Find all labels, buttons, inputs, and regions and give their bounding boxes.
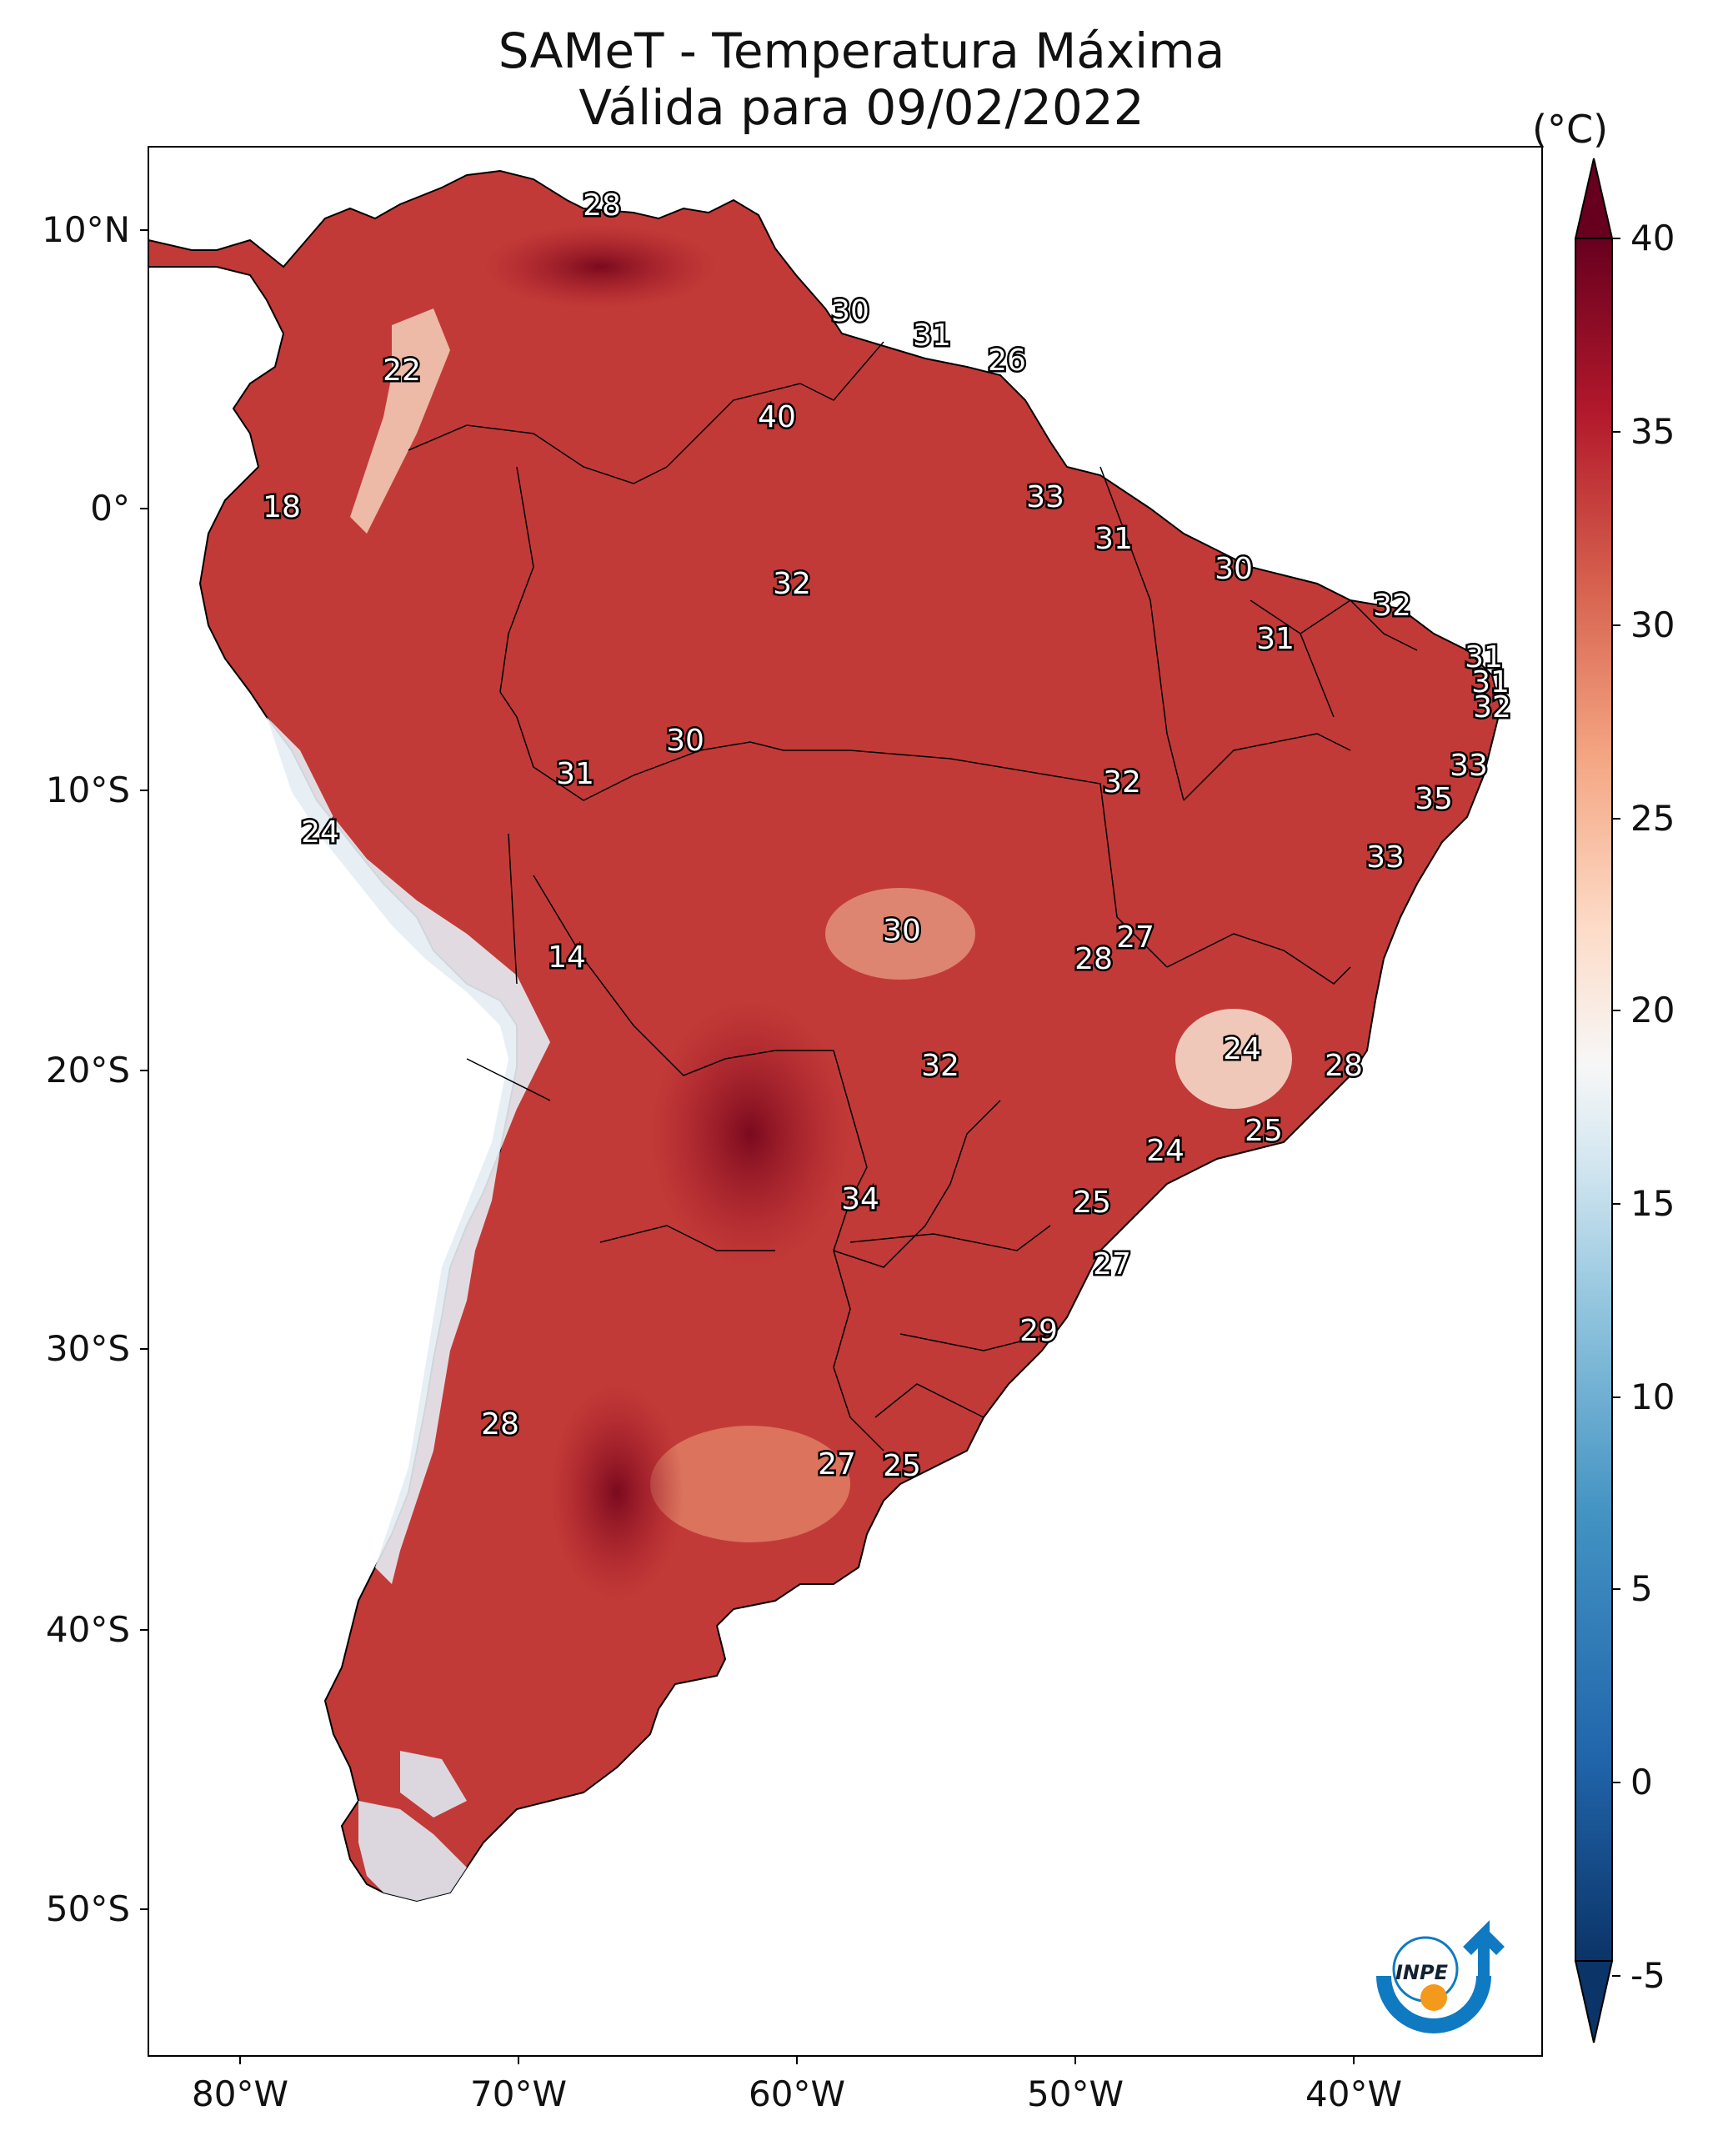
label-30-mt: 30 xyxy=(883,914,921,948)
pampas-mild-zone xyxy=(650,1426,850,1542)
lat-tick-label: 30°S xyxy=(46,1328,130,1369)
colorbar-tick-label: 15 xyxy=(1630,1183,1675,1224)
continent-south-america xyxy=(148,169,1502,1903)
patagonia-cold-zone xyxy=(358,1751,467,1901)
colorbar-top-arrow xyxy=(1574,158,1614,239)
label-32-amazonas: 32 xyxy=(773,567,811,601)
colorbar-tick-label: 35 xyxy=(1630,411,1675,452)
label-28-goias: 28 xyxy=(1074,942,1113,976)
lon-tick-label: 80°W xyxy=(192,2073,288,2114)
hotspot-chaco xyxy=(650,1000,850,1267)
label-28-chile: 28 xyxy=(481,1407,519,1442)
colorbar-tick-label: 40 xyxy=(1630,218,1675,258)
label-24-peru: 24 xyxy=(301,815,339,850)
label-34-paraguay: 34 xyxy=(841,1182,879,1216)
lon-tick-label: 60°W xyxy=(749,2073,845,2114)
label-33-alagoas: 33 xyxy=(1450,749,1488,783)
lat-tick-label: 50°S xyxy=(46,1888,130,1929)
colorbar-ticks: 40 35 30 25 20 15 10 5 0 -5 xyxy=(1612,218,1675,1996)
label-40-roraima: 40 xyxy=(758,400,796,434)
label-28-north: 28 xyxy=(583,188,621,223)
longitude-ticks: 80°W 70°W 60°W 50°W 40°W xyxy=(192,2056,1402,2114)
colorbar-tick-label: 10 xyxy=(1630,1376,1675,1417)
label-25-uruguay: 25 xyxy=(883,1449,921,1483)
label-32-tocantins: 32 xyxy=(1103,765,1141,800)
colorbar-bottom-arrow xyxy=(1574,1960,1614,2043)
lat-tick-label: 40°S xyxy=(46,1609,130,1650)
hotspot-venezuela xyxy=(483,225,717,308)
label-33-amapa: 33 xyxy=(1026,480,1064,514)
inpe-logo-text: INPE xyxy=(1395,1961,1449,1984)
label-29-rs: 29 xyxy=(1019,1314,1058,1348)
label-31-piaui: 31 xyxy=(1256,622,1295,656)
label-22-colombia: 22 xyxy=(383,353,421,388)
label-31-rn: 31 xyxy=(1465,640,1503,674)
lon-tick-label: 70°W xyxy=(470,2073,567,2114)
label-30-rondonia: 30 xyxy=(666,724,704,758)
chart-title: SAMeT - Temperatura Máxima xyxy=(498,23,1225,79)
colorbar-unit-label: (°C) xyxy=(1532,107,1609,152)
label-25-rj: 25 xyxy=(1245,1114,1283,1148)
label-33-bahia: 33 xyxy=(1366,840,1405,875)
label-30-guyana: 30 xyxy=(831,294,869,328)
lat-tick-label: 10°S xyxy=(46,770,130,810)
country-borders xyxy=(408,341,1418,1452)
colombia-highlands xyxy=(350,308,450,534)
colorbar: 40 35 30 25 20 15 10 5 0 -5 xyxy=(1574,158,1675,2043)
colorbar-tick-label: 30 xyxy=(1630,604,1675,645)
chart-subtitle: Válida para 09/02/2022 xyxy=(579,79,1144,136)
label-31-para: 31 xyxy=(1094,522,1133,556)
label-27-df: 27 xyxy=(1116,920,1155,955)
label-24-mg: 24 xyxy=(1223,1032,1261,1066)
ms-mild-zone xyxy=(825,888,975,980)
lat-tick-label: 10°N xyxy=(42,209,130,250)
lat-tick-label: 20°S xyxy=(46,1050,130,1091)
andes-cold-zone xyxy=(267,717,550,1584)
label-30-maranhao: 30 xyxy=(1215,552,1253,586)
label-27-sc: 27 xyxy=(1093,1247,1131,1281)
label-27-argentina: 27 xyxy=(818,1447,856,1482)
label-32-pernambuco: 32 xyxy=(1473,690,1511,725)
label-31-paraiba: 31 xyxy=(1471,665,1510,699)
colorbar-body xyxy=(1575,238,1613,1962)
label-25-parana: 25 xyxy=(1073,1186,1111,1220)
lon-tick-label: 50°W xyxy=(1027,2073,1124,2114)
inpe-logo: INPE xyxy=(1376,1920,1505,2033)
label-35-sergipe: 35 xyxy=(1415,782,1453,816)
hotspot-argentina xyxy=(550,1384,684,1601)
label-18-ecuador: 18 xyxy=(263,490,301,524)
latitude-ticks: 10°N 0° 10°S 20°S 30°S 40°S 50°S xyxy=(42,209,148,1929)
label-24-sp: 24 xyxy=(1146,1134,1185,1168)
lon-tick-label: 40°W xyxy=(1305,2073,1402,2114)
colorbar-tick-label: -5 xyxy=(1630,1955,1665,1996)
label-32-ceara: 32 xyxy=(1373,589,1411,623)
colorbar-tick-label: 25 xyxy=(1630,798,1675,839)
label-28-es: 28 xyxy=(1325,1049,1363,1083)
colorbar-tick-label: 0 xyxy=(1630,1762,1653,1803)
colorbar-tick-label: 5 xyxy=(1630,1568,1653,1609)
label-31-acre: 31 xyxy=(556,757,594,791)
label-26-fguiana: 26 xyxy=(988,343,1026,378)
mg-mild-zone xyxy=(1175,1009,1292,1109)
label-31-suriname: 31 xyxy=(913,318,951,353)
label-14-andes: 14 xyxy=(548,940,586,975)
label-32-ms: 32 xyxy=(921,1049,959,1083)
colorbar-tick-label: 20 xyxy=(1630,990,1675,1030)
lat-tick-label: 0° xyxy=(90,488,130,529)
